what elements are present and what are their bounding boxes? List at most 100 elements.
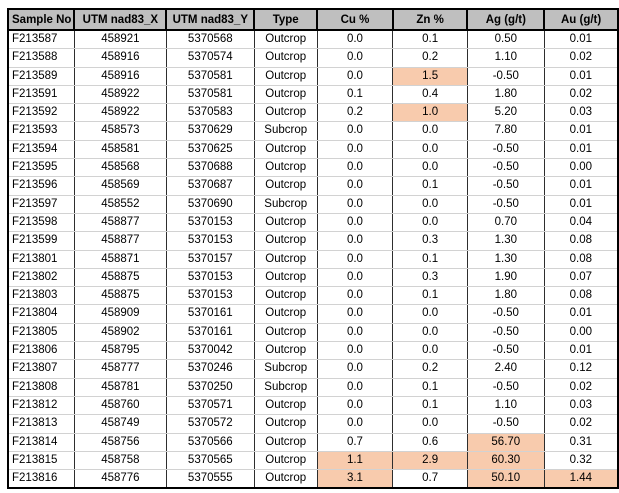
- cell[interactable]: 0.0: [316, 231, 394, 251]
- cell[interactable]: 0.2: [316, 103, 394, 123]
- cell[interactable]: 0.0: [316, 48, 394, 68]
- cell[interactable]: 5370571: [165, 395, 255, 416]
- cell[interactable]: 0.0: [316, 322, 394, 343]
- cell[interactable]: 458871: [73, 249, 167, 269]
- cell[interactable]: 1.5: [392, 66, 468, 86]
- cell[interactable]: 0.02: [543, 84, 619, 105]
- cell[interactable]: Outcrop: [253, 176, 318, 196]
- cell[interactable]: 0.0: [316, 194, 394, 214]
- cell[interactable]: 50.10: [466, 469, 545, 489]
- sample-no-cell[interactable]: F213592: [7, 103, 75, 123]
- sample-no-cell[interactable]: F213815: [7, 450, 75, 471]
- cell[interactable]: 5370153: [165, 212, 255, 233]
- cell[interactable]: 1.80: [466, 286, 545, 306]
- cell[interactable]: 5370581: [165, 84, 255, 105]
- cell[interactable]: 458756: [73, 432, 167, 452]
- cell[interactable]: 0.2: [392, 359, 468, 379]
- cell[interactable]: 0.70: [466, 212, 545, 233]
- cell[interactable]: 458776: [73, 469, 167, 489]
- cell[interactable]: Outcrop: [253, 267, 318, 288]
- cell[interactable]: 5370153: [165, 267, 255, 288]
- cell[interactable]: -0.50: [466, 322, 545, 343]
- cell[interactable]: 458921: [73, 29, 167, 50]
- cell[interactable]: 3.1: [316, 469, 394, 489]
- cell[interactable]: 0.08: [543, 249, 619, 269]
- cell[interactable]: 458916: [73, 48, 167, 68]
- cell[interactable]: 0.1: [392, 29, 468, 50]
- cell[interactable]: -0.50: [466, 176, 545, 196]
- sample-no-cell[interactable]: F213805: [7, 322, 75, 343]
- cell[interactable]: 0.0: [316, 395, 394, 416]
- cell[interactable]: 1.90: [466, 267, 545, 288]
- cell[interactable]: 0.0: [392, 414, 468, 434]
- cell[interactable]: 458568: [73, 158, 167, 178]
- cell[interactable]: 0.01: [543, 304, 619, 324]
- cell[interactable]: 0.2: [392, 48, 468, 68]
- cell[interactable]: 458581: [73, 139, 167, 160]
- cell[interactable]: 2.40: [466, 359, 545, 379]
- cell[interactable]: 1.1: [316, 450, 394, 471]
- cell[interactable]: 0.0: [316, 304, 394, 324]
- cell[interactable]: Outcrop: [253, 139, 318, 160]
- cell[interactable]: 1.30: [466, 249, 545, 269]
- cell[interactable]: 0.03: [543, 395, 619, 416]
- cell[interactable]: 5370688: [165, 158, 255, 178]
- cell[interactable]: 0.0: [316, 359, 394, 379]
- cell[interactable]: 5370161: [165, 304, 255, 324]
- cell[interactable]: 0.12: [543, 359, 619, 379]
- cell[interactable]: 0.50: [466, 29, 545, 50]
- cell[interactable]: 458877: [73, 231, 167, 251]
- cell[interactable]: 458922: [73, 103, 167, 123]
- cell[interactable]: 0.0: [316, 212, 394, 233]
- cell[interactable]: Outcrop: [253, 231, 318, 251]
- sample-no-cell[interactable]: F213599: [7, 231, 75, 251]
- sample-no-cell[interactable]: F213813: [7, 414, 75, 434]
- cell[interactable]: 0.7: [392, 469, 468, 489]
- cell[interactable]: 0.03: [543, 103, 619, 123]
- cell[interactable]: 458795: [73, 341, 167, 361]
- cell[interactable]: 0.0: [316, 176, 394, 196]
- cell[interactable]: 5370555: [165, 469, 255, 489]
- cell[interactable]: 0.0: [316, 377, 394, 397]
- cell[interactable]: -0.50: [466, 377, 545, 397]
- cell[interactable]: 5370574: [165, 48, 255, 68]
- cell[interactable]: Outcrop: [253, 322, 318, 343]
- cell[interactable]: 5370250: [165, 377, 255, 397]
- cell[interactable]: Outcrop: [253, 286, 318, 306]
- sample-no-cell[interactable]: F213803: [7, 286, 75, 306]
- cell[interactable]: Outcrop: [253, 469, 318, 489]
- cell[interactable]: 0.0: [316, 66, 394, 86]
- cell[interactable]: 0.3: [392, 267, 468, 288]
- sample-no-cell[interactable]: F213808: [7, 377, 75, 397]
- sample-no-cell[interactable]: F213801: [7, 249, 75, 269]
- cell[interactable]: 458781: [73, 377, 167, 397]
- column-header-cu[interactable]: Cu %: [316, 8, 394, 31]
- cell[interactable]: 0.0: [392, 121, 468, 141]
- cell[interactable]: 0.0: [316, 286, 394, 306]
- cell[interactable]: 0.01: [543, 121, 619, 141]
- cell[interactable]: 5370581: [165, 66, 255, 86]
- sample-no-cell[interactable]: F213591: [7, 84, 75, 105]
- cell[interactable]: 458758: [73, 450, 167, 471]
- column-header-au-g-t[interactable]: Au (g/t): [543, 8, 619, 31]
- cell[interactable]: 0.07: [543, 267, 619, 288]
- cell[interactable]: 458552: [73, 194, 167, 214]
- cell[interactable]: 458875: [73, 286, 167, 306]
- cell[interactable]: 1.10: [466, 395, 545, 416]
- cell[interactable]: Outcrop: [253, 29, 318, 50]
- cell[interactable]: 0.08: [543, 286, 619, 306]
- cell[interactable]: 0.04: [543, 212, 619, 233]
- cell[interactable]: 5370246: [165, 359, 255, 379]
- cell[interactable]: 1.0: [392, 103, 468, 123]
- cell[interactable]: 0.00: [543, 158, 619, 178]
- cell[interactable]: 0.01: [543, 176, 619, 196]
- cell[interactable]: 5.20: [466, 103, 545, 123]
- cell[interactable]: -0.50: [466, 158, 545, 178]
- cell[interactable]: Subcrop: [253, 359, 318, 379]
- cell[interactable]: 0.00: [543, 322, 619, 343]
- cell[interactable]: 0.0: [392, 304, 468, 324]
- cell[interactable]: Outcrop: [253, 432, 318, 452]
- cell[interactable]: 0.0: [392, 212, 468, 233]
- column-header-utm-nad83-x[interactable]: UTM nad83_X: [73, 8, 168, 31]
- cell[interactable]: 0.0: [316, 139, 394, 160]
